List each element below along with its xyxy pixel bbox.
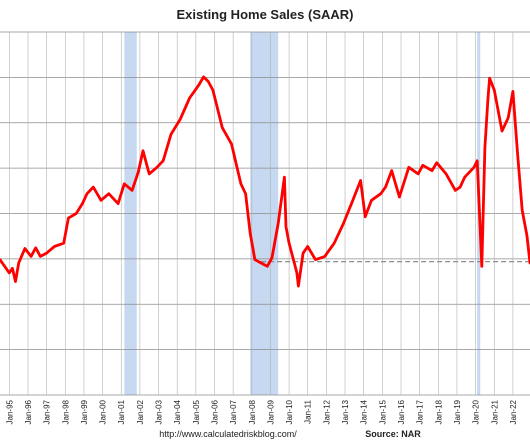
x-tick-label: Jan-22 (509, 399, 518, 424)
x-tick-label: Jan-02 (136, 399, 145, 424)
x-tick-label: Jan-11 (304, 399, 313, 423)
gridlines (0, 31, 530, 396)
x-tick-label: Jan-14 (360, 399, 369, 424)
series-line-0 (0, 75, 530, 288)
x-tick-label: Jan-19 (453, 399, 462, 424)
x-tick-label: Jan-16 (397, 399, 406, 424)
x-tick-label: Jan-10 (285, 399, 294, 424)
x-tick-label: Jan-06 (210, 399, 219, 424)
chart-title: Existing Home Sales (SAAR) (177, 7, 354, 22)
x-tick-label: Jan-13 (341, 399, 350, 424)
x-tick-label: Jan-17 (416, 399, 425, 424)
x-tick-label: Jan-04 (173, 399, 182, 424)
x-tick-label: Jan-20 (472, 399, 481, 424)
x-tick-label: Jan-07 (229, 399, 238, 424)
x-tick-label: Jan-09 (266, 399, 275, 424)
x-tick-label: Jan-21 (490, 399, 499, 424)
x-tick-label: Jan-05 (192, 399, 201, 424)
x-axis-ticks: Jan-95 Jan-96 Jan-97 Jan-98 Jan-99 Jan-00 Jan-… (5, 399, 518, 424)
series-group (0, 75, 530, 288)
footer-source: Source: NAR (365, 429, 421, 439)
x-tick-label: Jan-00 (99, 399, 108, 424)
x-tick-label: Jan-03 (155, 399, 164, 424)
x-tick-label: Jan-98 (61, 399, 70, 424)
x-tick-label: Jan-08 (248, 399, 257, 424)
x-tick-label: Jan-96 (24, 399, 33, 424)
x-tick-label: Jan-95 (5, 399, 14, 424)
x-tick-label: Jan-97 (43, 399, 52, 424)
x-tick-label: Jan-15 (378, 399, 387, 424)
x-tick-label: Jan-99 (80, 399, 89, 424)
x-tick-label: Jan-01 (117, 399, 126, 424)
x-tick-label: Jan-18 (434, 399, 443, 424)
footer-url: http://www.calculatedriskblog.com/ (159, 429, 297, 439)
x-tick-label: Jan-12 (322, 399, 331, 424)
